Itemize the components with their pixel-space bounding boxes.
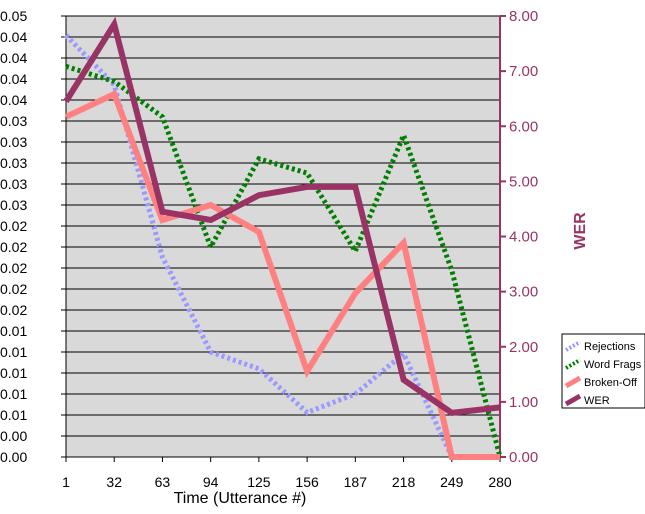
series-lines bbox=[63, 16, 503, 460]
plot-area bbox=[66, 16, 500, 457]
left-tick-label: 0.05 bbox=[0, 8, 27, 24]
left-tick-label: 0.03 bbox=[0, 113, 27, 129]
legend-label: Broken-Off bbox=[584, 377, 638, 389]
legend-swatch bbox=[565, 358, 581, 370]
series-line-word-frags bbox=[65, 64, 503, 458]
left-tick-label: 0.02 bbox=[0, 302, 27, 318]
left-tick-label: 0.03 bbox=[0, 176, 27, 192]
right-tick-label: 6.00 bbox=[509, 118, 538, 135]
left-tick-label: 0.04 bbox=[0, 71, 27, 87]
x-axis-ticks: 1 32 63 94 125 156 187 218 249 280 bbox=[62, 456, 512, 490]
right-tick-label: 2.00 bbox=[509, 339, 538, 356]
left-tick-label: 0.03 bbox=[0, 155, 27, 171]
left-tick-label: 0.04 bbox=[0, 50, 27, 66]
x-tick-label: 63 bbox=[155, 474, 171, 490]
series-line-wer bbox=[63, 16, 501, 417]
right-axis-ticks: 0.00 1.00 2.00 3.00 4.00 5.00 6.00 7.00 8.00 bbox=[499, 8, 538, 466]
left-tick-label: 0.00 bbox=[0, 449, 27, 465]
right-tick-label: 8.00 bbox=[509, 8, 538, 25]
left-tick-label: 0.04 bbox=[0, 29, 27, 45]
left-tick-label: 0.02 bbox=[0, 260, 27, 276]
x-tick-label: 1 bbox=[62, 474, 70, 490]
left-tick-label: 0.02 bbox=[0, 281, 27, 297]
x-tick-label: 156 bbox=[295, 474, 319, 490]
x-tick-label: 94 bbox=[203, 474, 219, 490]
right-tick-label: 7.00 bbox=[509, 63, 538, 80]
right-tick-label: 5.00 bbox=[509, 173, 538, 190]
x-axis-title: Time (Utterance #) bbox=[174, 490, 307, 507]
left-tick-label: 0.04 bbox=[0, 92, 27, 108]
legend-swatch bbox=[565, 340, 581, 352]
right-tick-label: 4.00 bbox=[509, 229, 538, 246]
right-axis-title: WER bbox=[572, 212, 589, 250]
left-tick-label: 0.00 bbox=[0, 428, 27, 444]
x-tick-label: 249 bbox=[440, 474, 464, 490]
gridlines bbox=[66, 15, 500, 458]
series-line-broken-off bbox=[64, 90, 500, 460]
x-tick-label: 32 bbox=[106, 474, 122, 490]
legend-label: WER bbox=[584, 395, 610, 407]
legend-swatch bbox=[564, 375, 582, 389]
right-tick-label: 0.00 bbox=[509, 449, 538, 466]
legend-label: Rejections bbox=[584, 341, 636, 353]
left-tick-label: 0.02 bbox=[0, 218, 27, 234]
left-tick-label: 0.02 bbox=[0, 239, 27, 255]
legend: Rejections Word Frags Broken-Off WER bbox=[561, 333, 645, 409]
left-tick-label: 0.01 bbox=[0, 386, 27, 402]
legend-label: Word Frags bbox=[584, 359, 642, 371]
left-tick-label: 0.03 bbox=[0, 197, 27, 213]
left-tick-label: 0.01 bbox=[0, 323, 27, 339]
left-tick-label: 0.01 bbox=[0, 407, 27, 423]
legend-swatch bbox=[564, 393, 582, 407]
x-tick-label: 187 bbox=[344, 474, 368, 490]
left-tick-label: 0.01 bbox=[0, 365, 27, 381]
right-tick-label: 3.00 bbox=[509, 284, 538, 301]
x-tick-label: 280 bbox=[488, 474, 512, 490]
left-tick-label: 0.03 bbox=[0, 134, 27, 150]
right-tick-label: 1.00 bbox=[509, 394, 538, 411]
left-tick-label: 0.01 bbox=[0, 344, 27, 360]
x-tick-label: 218 bbox=[392, 474, 416, 490]
series-line-rejections bbox=[64, 33, 500, 460]
left-axis-ticks: 0.00 0.00 0.01 0.01 0.01 0.01 0.01 0.02 0.02 0.02… bbox=[0, 8, 67, 465]
x-tick-label: 125 bbox=[247, 474, 271, 490]
